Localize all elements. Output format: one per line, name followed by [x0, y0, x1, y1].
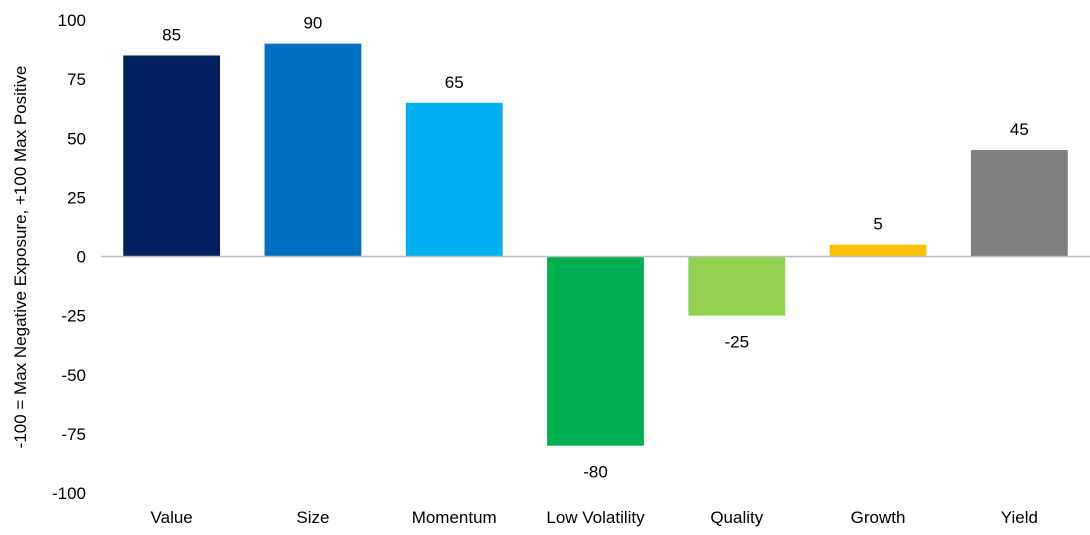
- category-label-low-volatility: Low Volatility: [546, 508, 645, 527]
- y-tick-label: -50: [61, 366, 86, 385]
- category-label-size: Size: [296, 508, 329, 527]
- data-label-size: 90: [303, 14, 322, 33]
- bar-value: [123, 55, 221, 257]
- bar-momentum: [405, 102, 503, 257]
- y-tick-label: -25: [61, 307, 86, 326]
- bar-low-volatility: [547, 256, 644, 446]
- y-axis-ticks: 100 75 50 25 0 -25 -50 -75 -100: [52, 11, 86, 503]
- bar-quality: [688, 256, 786, 316]
- bars: [123, 43, 1068, 446]
- y-tick-label: 0: [77, 248, 86, 267]
- y-tick-label: 25: [67, 188, 86, 207]
- x-axis-category-labels: Value Size Momentum Low Volatility Quality Gr…: [151, 508, 1038, 527]
- y-tick-label: -75: [61, 425, 86, 444]
- bar-size: [264, 43, 362, 257]
- data-label-growth: 5: [873, 215, 882, 234]
- y-tick-label: 50: [67, 129, 86, 148]
- category-label-value: Value: [151, 508, 193, 527]
- y-axis-title-group: -100 = Max Negative Exposure, +100 Max P…: [11, 66, 30, 449]
- data-label-momentum: 65: [445, 73, 464, 92]
- data-labels: 85 90 65 -80 -25 5 45: [162, 14, 1029, 482]
- data-label-value: 85: [162, 25, 181, 44]
- bar-growth: [829, 244, 927, 257]
- y-tick-label: 100: [58, 11, 86, 30]
- category-label-momentum: Momentum: [412, 508, 497, 527]
- category-label-yield: Yield: [1001, 508, 1038, 527]
- y-axis-title: -100 = Max Negative Exposure, +100 Max P…: [11, 66, 30, 449]
- data-label-low-volatility: -80: [583, 463, 608, 482]
- data-label-quality: -25: [724, 333, 749, 352]
- category-label-growth: Growth: [851, 508, 906, 527]
- data-label-yield: 45: [1010, 120, 1029, 139]
- category-label-quality: Quality: [710, 508, 763, 527]
- y-tick-label: 75: [67, 70, 86, 89]
- bar-yield: [970, 150, 1068, 257]
- y-tick-label: -100: [52, 484, 86, 503]
